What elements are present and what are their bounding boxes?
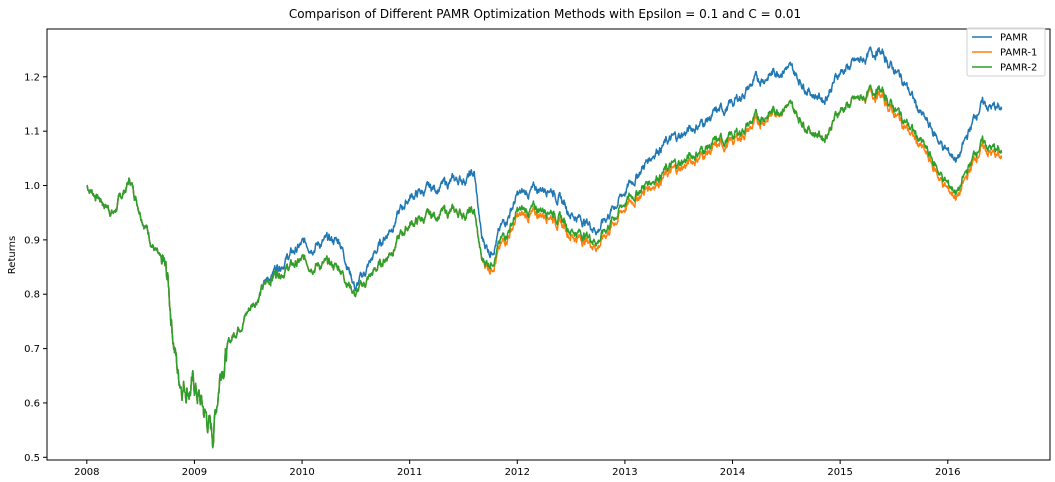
x-tick-label: 2013	[612, 467, 637, 478]
x-tick-label: 2015	[827, 467, 852, 478]
x-axis: 2008 2009 2010 2011 2012 2013 2014 2015 2016	[74, 460, 960, 478]
y-tick-label: 1.0	[24, 181, 40, 192]
y-axis-label: Returns	[7, 236, 18, 274]
y-tick-label: 1.2	[24, 72, 40, 83]
legend-label-pamr-2: PAMR-2	[1000, 63, 1037, 74]
y-axis: 0.5 0.6 0.7 0.8 0.9 1.0 1.1 1.2	[24, 72, 47, 464]
legend-box	[966, 27, 1046, 77]
x-tick-label: 2012	[505, 467, 530, 478]
plot-area: 2008 2009 2010 2011 2012 2013 2014 2015 2016 0.5…	[24, 28, 1051, 478]
y-tick-label: 0.7	[24, 344, 40, 355]
plot-frame	[46, 28, 1051, 461]
x-tick-label: 2008	[74, 467, 99, 478]
legend-label-pamr-1: PAMR-1	[1000, 48, 1037, 59]
x-tick-label: 2009	[182, 467, 207, 478]
y-tick-label: 0.5	[24, 453, 40, 464]
series-lines	[86, 46, 1003, 449]
y-tick-label: 1.1	[24, 127, 40, 138]
series-line-pamr-1	[86, 87, 1003, 449]
x-tick-label: 2016	[935, 467, 960, 478]
x-tick-label: 2011	[397, 467, 422, 478]
legend: PAMR PAMR-1 PAMR-2	[966, 27, 1046, 77]
series-line-pamr	[86, 46, 1003, 449]
y-tick-label: 0.8	[24, 290, 40, 301]
legend-label-pamr: PAMR	[1000, 33, 1028, 44]
series-line-pamr-2	[86, 84, 1003, 449]
x-tick-label: 2010	[289, 467, 314, 478]
chart-title: Comparison of Different PAMR Optimizatio…	[289, 7, 801, 21]
y-tick-label: 0.9	[24, 235, 40, 246]
x-tick-label: 2014	[720, 467, 745, 478]
y-tick-label: 0.6	[24, 398, 40, 409]
